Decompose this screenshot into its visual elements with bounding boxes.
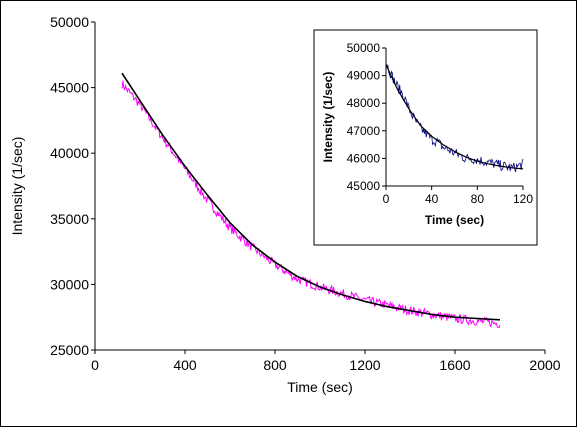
main-y-tick-label: 50000 xyxy=(50,14,89,30)
main-x-tick-label: 400 xyxy=(173,357,197,373)
main-x-tick-label: 2000 xyxy=(529,357,560,373)
inset-y-tick-label: 48000 xyxy=(347,96,381,110)
main-x-tick-label: 1600 xyxy=(439,357,470,373)
inset-y-axis-label: Intensity (1/sec) xyxy=(321,72,335,163)
inset-plot: 45000 46000 47000 48000 49000 50000 0 40 80 120 Ti… xyxy=(313,29,538,246)
inset-x-tick-label: 120 xyxy=(513,192,533,206)
main-y-tick-label: 30000 xyxy=(50,276,89,292)
main-series-fit-line xyxy=(121,72,501,321)
main-y-tick-label: 35000 xyxy=(50,211,89,227)
main-y-axis-label: Intensity (1/sec) xyxy=(9,137,25,236)
inset-x-axis-label: Time (sec) xyxy=(425,213,484,227)
inset-y-tick-label: 46000 xyxy=(347,151,381,165)
main-y-tick-label: 40000 xyxy=(50,145,89,161)
main-y-tick-label: 25000 xyxy=(50,342,89,358)
inset-border xyxy=(313,29,538,246)
inset-x-tick-label: 40 xyxy=(425,192,439,206)
inset-y-tick-label: 47000 xyxy=(347,124,381,138)
main-x-tick-label: 800 xyxy=(263,357,287,373)
inset-y-tick-label: 50000 xyxy=(347,41,381,55)
inset-y-tick-label: 45000 xyxy=(347,179,381,193)
main-x-axis-label: Time (sec) xyxy=(287,379,353,395)
main-x-tick-label: 0 xyxy=(91,357,99,373)
inset-x-tick-label: 80 xyxy=(471,192,485,206)
main-x-tick-label: 1200 xyxy=(349,357,380,373)
inset-x-tick-label: 0 xyxy=(383,192,390,206)
inset-y-tick-label: 49000 xyxy=(347,69,381,83)
main-series-data-line xyxy=(121,80,501,329)
main-y-tick-label: 45000 xyxy=(50,80,89,96)
